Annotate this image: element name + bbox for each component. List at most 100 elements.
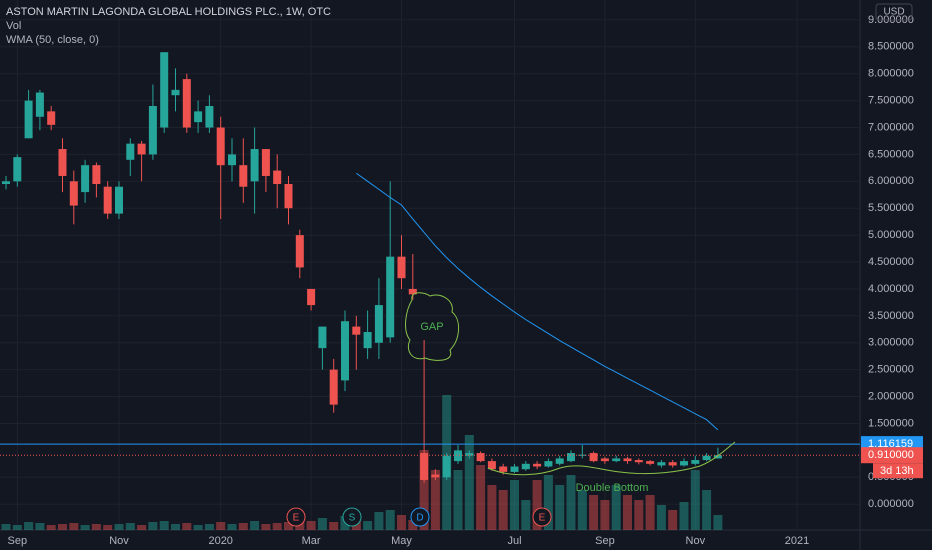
x-tick-label: Sep <box>8 535 28 547</box>
candle-body <box>442 455 451 478</box>
wma-line <box>356 172 719 431</box>
volume-bar <box>80 525 90 530</box>
candle-body <box>634 460 643 463</box>
event-label: S <box>349 513 356 524</box>
volume-bar <box>272 523 282 530</box>
double-bottom-curve <box>487 441 736 476</box>
candle-body <box>680 461 688 466</box>
currency[interactable]: USD <box>883 7 904 18</box>
volume-bar <box>487 485 497 530</box>
x-tick-label: Nov <box>686 535 706 547</box>
candle-body <box>329 369 338 405</box>
y-tick-label: 4.500000 <box>868 256 914 268</box>
volume-bar <box>204 524 214 530</box>
volume-bar <box>645 495 655 530</box>
y-tick-label: 6.000000 <box>868 175 914 187</box>
candle-body <box>35 92 44 117</box>
x-tick-label: May <box>391 535 412 547</box>
volume-bar <box>611 485 621 530</box>
candle-body <box>182 79 191 128</box>
candle-body <box>2 181 10 185</box>
event-marker <box>286 507 306 527</box>
candle-body <box>69 181 78 206</box>
volume-bar <box>24 522 34 530</box>
volume-bar <box>216 522 226 530</box>
candle-body <box>408 288 417 295</box>
volume-bar <box>69 523 79 530</box>
last-price-badge <box>861 447 923 464</box>
candle-body <box>148 106 157 155</box>
volume-bar <box>261 524 271 530</box>
symbol-title: ASTON MARTIN LAGONDA GLOBAL HOLDINGS PLC… <box>6 6 331 18</box>
candle-body <box>600 458 609 462</box>
y-tick-label: 5.000000 <box>868 229 914 241</box>
y-tick-label: 1.500000 <box>868 417 914 429</box>
y-tick-label: 3.500000 <box>868 310 914 322</box>
candle-body <box>205 106 214 128</box>
volume-bar <box>306 521 316 530</box>
candle-body <box>567 453 575 462</box>
volume-bar <box>679 502 689 530</box>
event-marker <box>410 507 430 527</box>
candle-body <box>92 165 101 185</box>
volume-bar <box>543 475 553 530</box>
candle-body <box>454 450 462 462</box>
candle-body <box>239 165 248 187</box>
candle-body <box>646 461 655 464</box>
gap-outline <box>405 292 459 361</box>
candle-body <box>295 235 304 268</box>
y-tick-label: 7.500000 <box>868 95 914 107</box>
volume-bar <box>125 523 135 530</box>
volume-bar <box>317 518 327 530</box>
candle-body <box>397 256 406 279</box>
indicator-price-label: 1.116159 <box>868 438 913 450</box>
volume-bar <box>182 523 192 530</box>
candle-body <box>657 462 666 466</box>
event-marker <box>342 507 362 527</box>
event-marker <box>532 507 552 527</box>
volume-bar <box>690 470 700 530</box>
volume-bar <box>397 515 406 530</box>
y-tick-label: 0.000000 <box>868 498 914 510</box>
volume-bar <box>476 465 486 530</box>
candle-body <box>521 463 530 470</box>
volume-bar <box>510 480 519 530</box>
candle-body <box>510 466 519 472</box>
x-tick-label: Mar <box>302 535 321 547</box>
volume-bar <box>713 515 723 530</box>
candle-body <box>341 321 349 381</box>
currency-badge[interactable] <box>875 3 913 21</box>
y-tick-label: 6.500000 <box>868 148 914 160</box>
plot: 0.0000000.5000001.5000002.0000002.500000… <box>0 0 914 547</box>
volume-bar <box>453 470 463 530</box>
y-tick-label: 8.000000 <box>868 68 914 80</box>
volume-bar <box>284 522 293 530</box>
last-price-label: 0.910000 <box>868 449 914 461</box>
volume-bar <box>91 524 101 530</box>
volume-bar <box>148 522 158 530</box>
candle-body <box>261 149 270 176</box>
gap-label: GAP <box>420 321 443 333</box>
y-tick-label: 5.500000 <box>868 202 914 214</box>
candle-body <box>544 461 553 467</box>
volume-bar <box>193 525 203 530</box>
candle-body <box>228 154 236 166</box>
y-tick-label: 4.000000 <box>868 283 914 295</box>
candle-body <box>612 458 621 462</box>
volume-bar <box>171 524 180 530</box>
volume-bar <box>385 510 395 530</box>
volume-bar <box>532 480 542 530</box>
candle-body <box>691 460 700 464</box>
candle-body <box>487 461 496 470</box>
volume-bar <box>329 522 339 530</box>
y-tick-label: 8.500000 <box>868 41 914 53</box>
volume-bar <box>46 525 56 530</box>
candle-body <box>13 157 22 182</box>
volume-bar <box>1 524 11 530</box>
volume-bar <box>566 475 576 530</box>
volume-bar <box>137 525 147 530</box>
candle-body <box>284 184 293 209</box>
volume-bar <box>521 500 531 530</box>
candle-body <box>81 165 90 193</box>
